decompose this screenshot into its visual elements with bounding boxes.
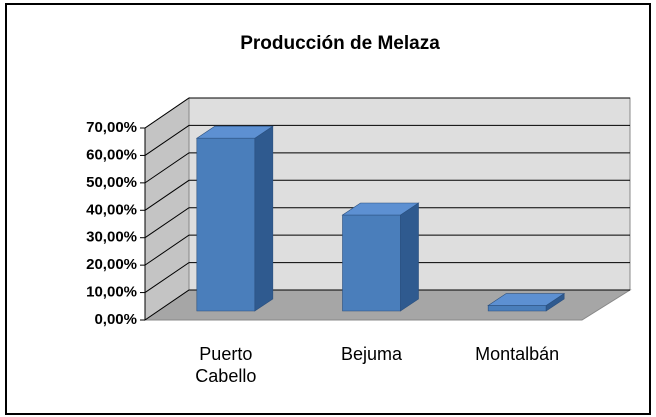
y-tick-label: 70,00% — [86, 119, 137, 136]
y-tick-label: 20,00% — [86, 256, 137, 273]
x-tick-label: Bejuma — [340, 344, 403, 364]
grid-line — [144, 262, 630, 293]
bar — [341, 202, 420, 312]
bar-top — [341, 202, 420, 216]
y-tick-label: 0,00% — [94, 311, 137, 328]
y-tick-label: 10,00% — [86, 284, 137, 301]
grid-line — [144, 97, 630, 129]
bar-top — [195, 125, 274, 139]
chart-title: Producción de Melaza — [240, 33, 440, 54]
bar-side — [254, 125, 274, 312]
bar-front — [196, 137, 256, 312]
grid-line — [144, 179, 630, 211]
x-tick-label: Montalbán — [475, 344, 560, 364]
y-tick-label: 50,00% — [86, 174, 137, 191]
bar-side — [400, 202, 419, 312]
grid-line — [144, 207, 630, 239]
grid-line — [144, 152, 630, 184]
y-tick-label: 30,00% — [86, 229, 137, 246]
bar-top — [487, 293, 566, 306]
side-wall — [144, 97, 190, 321]
bar-front — [487, 305, 547, 312]
grid-line — [144, 289, 630, 321]
y-tick-label: 40,00% — [86, 201, 137, 218]
y-tick-label: 60,00% — [86, 146, 137, 163]
grid-line — [144, 234, 630, 266]
bar — [487, 292, 566, 312]
bar-front — [342, 214, 401, 312]
grid-line — [144, 124, 630, 156]
x-tick-label: Puerto Cabello — [195, 344, 257, 386]
bar — [195, 125, 274, 312]
